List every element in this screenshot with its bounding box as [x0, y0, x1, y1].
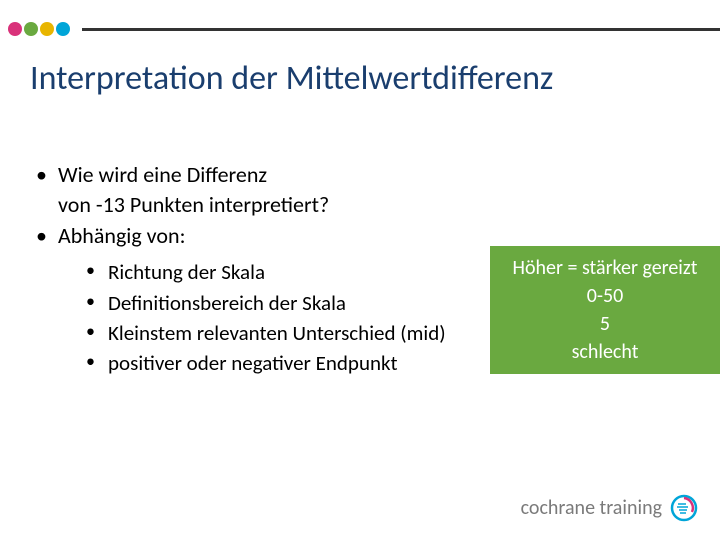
footer: cochrane training: [521, 494, 698, 522]
info-box-line2: 0-50: [490, 282, 720, 310]
info-box: Höher = stärker gereizt 0-50 5 schlecht: [490, 246, 720, 374]
info-box-line3: 5: [490, 310, 720, 338]
info-box-line1: Höher = stärker gereizt: [490, 254, 720, 282]
brand-dots: [8, 22, 70, 36]
header-rule: [82, 28, 720, 31]
bullet-2-text: Abhängig von:: [58, 222, 185, 249]
bullet-1-line2: von -13 Punkten interpretiert?: [58, 191, 329, 218]
bullet-1-line1: Wie wird eine Differenz: [58, 161, 267, 188]
footer-logo-icon: [670, 494, 698, 522]
footer-text: cochrane training: [521, 496, 662, 520]
dot-2: [24, 22, 38, 36]
page-title: Interpretation der Mittelwertdifferenz: [30, 58, 553, 99]
dot-3: [40, 22, 54, 36]
dot-1: [8, 22, 22, 36]
bullet-1: Wie wird eine Differenz von -13 Punkten …: [30, 160, 700, 219]
header-bar: [0, 22, 720, 36]
info-box-line4: schlecht: [490, 338, 720, 366]
dot-4: [56, 22, 70, 36]
